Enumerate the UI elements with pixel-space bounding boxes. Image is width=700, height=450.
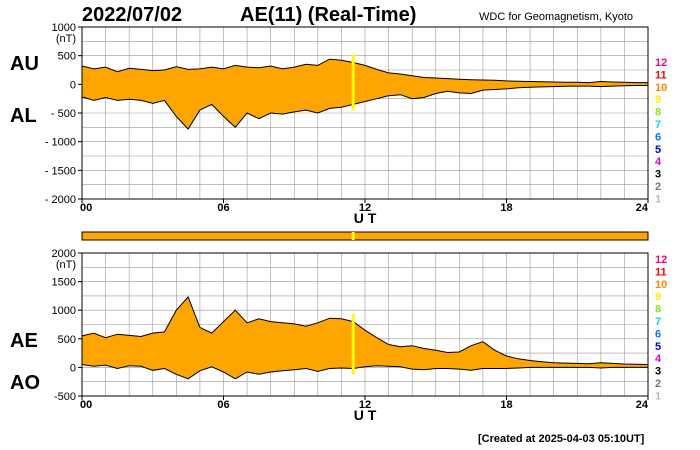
station-legend-item: 5 — [655, 341, 661, 353]
station-legend-item: 2 — [655, 181, 661, 193]
x-tick-label: 00 — [80, 399, 92, 411]
station-legend-item: 3 — [655, 169, 661, 181]
station-legend-item: 8 — [655, 107, 661, 119]
chart-title: AE(11) (Real-Time) — [240, 4, 417, 26]
x-axis-label: U T — [354, 210, 377, 226]
created-timestamp: [Created at 2025-04-03 05:10UT] — [478, 433, 645, 445]
series-upper-line-au — [81, 58, 648, 84]
x-axis-label: U T — [354, 407, 377, 423]
series-label-al: AL — [10, 105, 37, 127]
au-al-panel: 1000 500 0 - 500 - 1000 - 1500 - 2000 (nT) 00 06 1… — [10, 22, 649, 226]
y-tick-label: - 2000 — [45, 194, 76, 206]
x-tick-label: 24 — [636, 399, 649, 411]
x-tick-label: 06 — [217, 399, 229, 411]
y-tick-label: - 1500 — [45, 165, 76, 177]
x-tick-label: 18 — [500, 202, 512, 214]
x-tick-label: 06 — [217, 202, 229, 214]
x-tick-label: 00 — [80, 202, 92, 214]
y-unit-label: (nT) — [56, 259, 76, 271]
series-lower-line-ao — [81, 364, 648, 380]
station-legend-item: 10 — [655, 82, 667, 94]
y-tick-label: -500 — [54, 391, 76, 403]
date-label: 2022/07/02 — [82, 4, 183, 26]
y-unit-label: (nT) — [56, 33, 76, 45]
grid-lines — [82, 27, 648, 199]
y-tick-label: 1500 — [52, 277, 76, 289]
y-tick-label: 0 — [70, 362, 76, 374]
station-legend-item: 1 — [655, 390, 661, 402]
series-upper-line-ae — [81, 296, 649, 365]
station-legend-item: 3 — [655, 366, 661, 378]
x-tick-label: 12 — [359, 202, 371, 214]
realtime-status-bar — [81, 231, 649, 241]
station-legend-item: 7 — [655, 119, 661, 131]
series-label-ae: AE — [10, 330, 38, 352]
y-tick-label: 500 — [58, 334, 76, 346]
y-tick-label: 0 — [70, 79, 76, 91]
y-tick-label: - 500 — [51, 108, 76, 120]
series-label-au: AU — [10, 53, 39, 75]
station-legend-item: 10 — [655, 279, 667, 291]
station-legend-item: 12 — [655, 57, 667, 69]
station-legend-item: 7 — [655, 316, 661, 328]
station-legend-item: 2 — [655, 378, 661, 390]
status-bar-fill — [81, 231, 649, 241]
series-label-ao: AO — [10, 372, 40, 394]
series-fill-area — [82, 59, 648, 130]
x-tick-label: 18 — [500, 399, 512, 411]
station-legend-item: 1 — [655, 193, 661, 205]
station-legend-item: 6 — [655, 131, 661, 143]
x-tick-label: 12 — [359, 399, 371, 411]
source-label: WDC for Geomagnetism, Kyoto — [479, 11, 634, 23]
station-legend-item: 11 — [655, 266, 667, 278]
y-tick-label: 1000 — [52, 22, 76, 34]
station-legend-item: 11 — [655, 69, 667, 81]
y-tick-label: - 1000 — [45, 137, 76, 149]
station-legend-item: 9 — [655, 291, 661, 303]
station-legend-item: 9 — [655, 94, 661, 106]
y-tick-label: 500 — [58, 51, 76, 63]
station-legend-item: 8 — [655, 304, 661, 316]
ae-ao-panel: 2000 1500 1000 500 0 -500 (nT) 00 06 12 18 24 U T AE A… — [10, 248, 649, 423]
station-legend-item: 4 — [655, 156, 662, 168]
station-legend-item: 6 — [655, 328, 661, 340]
series-lower-line-al — [81, 85, 648, 130]
station-legend-item: 12 — [655, 254, 667, 266]
station-legend-item: 5 — [655, 144, 661, 156]
series-fill-area — [82, 297, 648, 379]
y-tick-label: 2000 — [52, 248, 76, 260]
grid-lines — [82, 253, 648, 396]
station-legend-item: 4 — [655, 353, 662, 365]
y-tick-label: 1000 — [52, 305, 76, 317]
x-tick-label: 24 — [636, 202, 649, 214]
